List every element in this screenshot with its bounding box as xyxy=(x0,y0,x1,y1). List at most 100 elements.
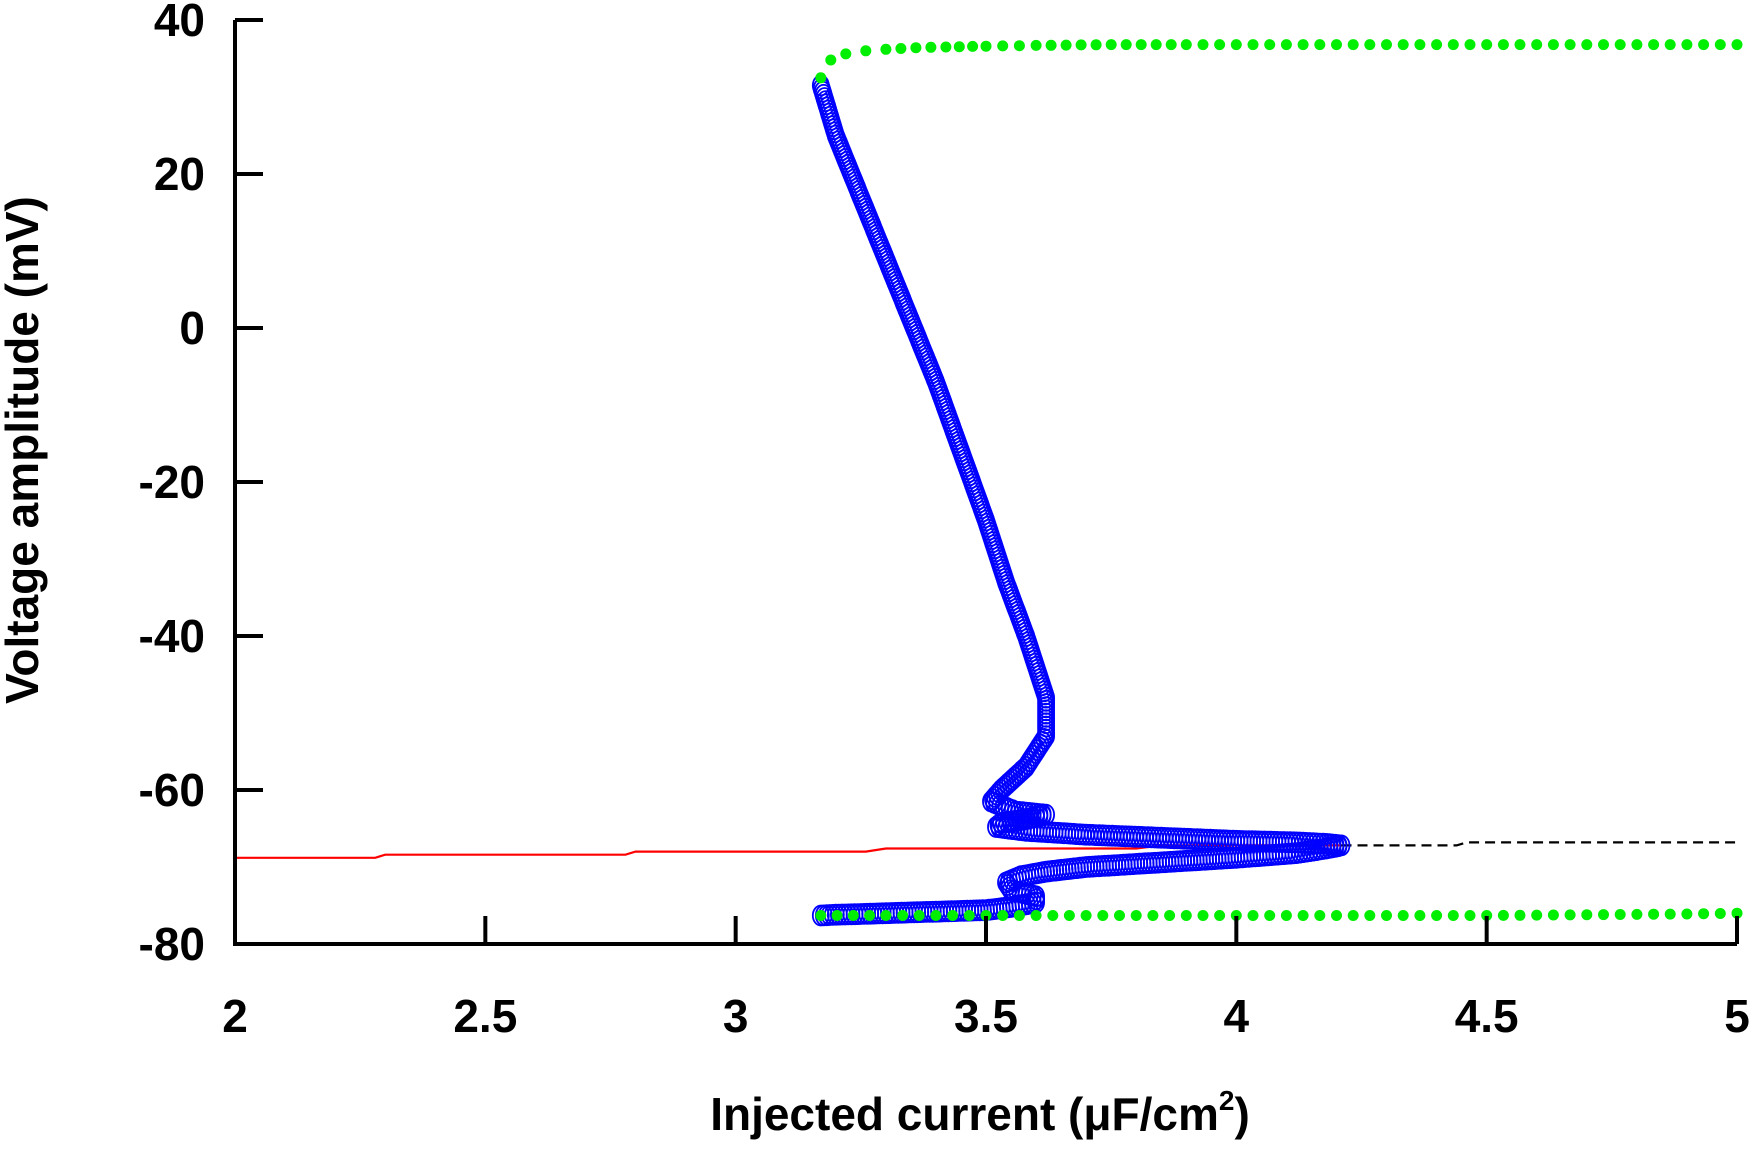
series-3-point xyxy=(1431,39,1443,51)
x-tick-label: 3 xyxy=(723,990,749,1042)
y-tick-label: -40 xyxy=(139,610,205,662)
series-3-point xyxy=(1264,39,1276,51)
series-4-point xyxy=(930,910,942,921)
series-3-point xyxy=(997,40,1009,52)
series-4-point xyxy=(1381,910,1392,921)
series-4 xyxy=(815,907,1743,921)
series-4-point xyxy=(1447,910,1459,921)
series-3-point xyxy=(1347,39,1359,51)
series-3-point xyxy=(1165,39,1177,51)
series-4-point xyxy=(1030,910,1042,921)
series-1 xyxy=(1341,841,1737,847)
series-4-point xyxy=(897,910,909,921)
series-3-point xyxy=(1214,39,1226,51)
series-4-point xyxy=(880,910,892,921)
x-tick-label: 2.5 xyxy=(453,990,517,1042)
series-4-point xyxy=(1097,910,1109,921)
series-4-point xyxy=(1731,907,1743,919)
series-3-point xyxy=(1297,39,1309,51)
series-4-point xyxy=(1564,909,1576,921)
series-4-point xyxy=(1180,910,1192,921)
series-4-point xyxy=(1164,910,1176,921)
series-3-point xyxy=(1060,39,1072,51)
series-4-point xyxy=(947,910,959,921)
series-4-point xyxy=(1698,908,1710,920)
series-4-point xyxy=(1130,910,1142,921)
series-3-point xyxy=(1714,39,1726,51)
series-4-point xyxy=(1047,910,1059,921)
series-3-point xyxy=(1564,39,1576,51)
series-3-point xyxy=(1414,39,1426,51)
series-4-point xyxy=(1514,909,1526,921)
series-3-point xyxy=(860,45,872,57)
series-3-point xyxy=(1075,39,1087,51)
series-4-point xyxy=(1347,910,1359,921)
series-4-point xyxy=(913,910,925,921)
y-axis-title: Voltage amplitude (mV) xyxy=(0,196,48,704)
series-3-point xyxy=(1197,39,1209,51)
y-tick-label: 40 xyxy=(154,0,205,46)
series-4-point xyxy=(1714,908,1726,919)
series-3-point xyxy=(1531,39,1543,51)
series-3-point xyxy=(967,40,979,52)
series-3-point xyxy=(925,41,937,53)
series-4-point xyxy=(815,910,827,921)
series-3-point xyxy=(980,40,992,52)
series-3 xyxy=(815,39,1743,84)
series-3-point xyxy=(880,43,892,55)
series-3-point xyxy=(1090,39,1102,51)
series-4-point xyxy=(1264,910,1276,921)
series-3-point xyxy=(1481,39,1493,51)
series-4-point xyxy=(847,910,859,921)
series-4-point xyxy=(1114,910,1125,921)
series-3-point xyxy=(840,48,852,60)
series-4-point xyxy=(1414,910,1426,921)
series-4-point xyxy=(1464,910,1476,921)
series-3-point xyxy=(1280,39,1292,51)
series-2 xyxy=(811,74,1351,927)
series-2-point xyxy=(811,904,830,927)
series-3-point xyxy=(825,54,837,66)
series-4-point xyxy=(1297,910,1309,921)
series-4-point xyxy=(831,910,843,921)
series-4-point xyxy=(1214,910,1226,921)
series-3-point xyxy=(1105,39,1117,51)
series-4-point xyxy=(963,910,975,921)
series-4-point xyxy=(1147,910,1159,921)
x-tick-label: 4.5 xyxy=(1455,990,1519,1042)
series-3-point xyxy=(1614,39,1626,51)
series-3-point xyxy=(1681,39,1693,51)
series-3-point xyxy=(940,41,952,53)
series-4-point xyxy=(980,910,992,921)
y-tick-label: -60 xyxy=(139,764,205,816)
series-4-point xyxy=(997,910,1009,921)
series-3-point xyxy=(895,43,907,54)
x-tick-label: 5 xyxy=(1724,990,1749,1042)
series-3-point xyxy=(1135,39,1147,51)
series-4-point xyxy=(1481,910,1493,921)
series-4-point xyxy=(1648,908,1660,920)
series-3-point xyxy=(1247,39,1259,51)
series-4-point xyxy=(1197,910,1209,921)
series-4-point xyxy=(1431,910,1443,921)
series-1-line xyxy=(1341,841,1737,847)
series-4-point xyxy=(1397,910,1409,921)
series-4-point xyxy=(1013,910,1025,921)
y-tick-label: 20 xyxy=(154,148,205,200)
series-4-point xyxy=(1314,910,1326,921)
series-4-point xyxy=(1531,909,1543,921)
series-3-point xyxy=(910,42,922,54)
axes: 40 20 0 -20 -40 -60 -80 2 2.5 3 3.5 4 4.5 5 xyxy=(139,0,1749,1042)
x-tick-label: 3.5 xyxy=(954,990,1018,1042)
series-3-point xyxy=(1364,39,1376,51)
series-4-point xyxy=(1631,908,1643,920)
series-3-point xyxy=(1331,39,1342,51)
series-3-point xyxy=(1698,39,1710,51)
series-3-point xyxy=(1180,39,1192,51)
series-4-point xyxy=(1280,910,1292,921)
series-4-point xyxy=(1614,909,1626,920)
series-3-point xyxy=(1598,39,1609,51)
series-4-point xyxy=(864,910,876,921)
